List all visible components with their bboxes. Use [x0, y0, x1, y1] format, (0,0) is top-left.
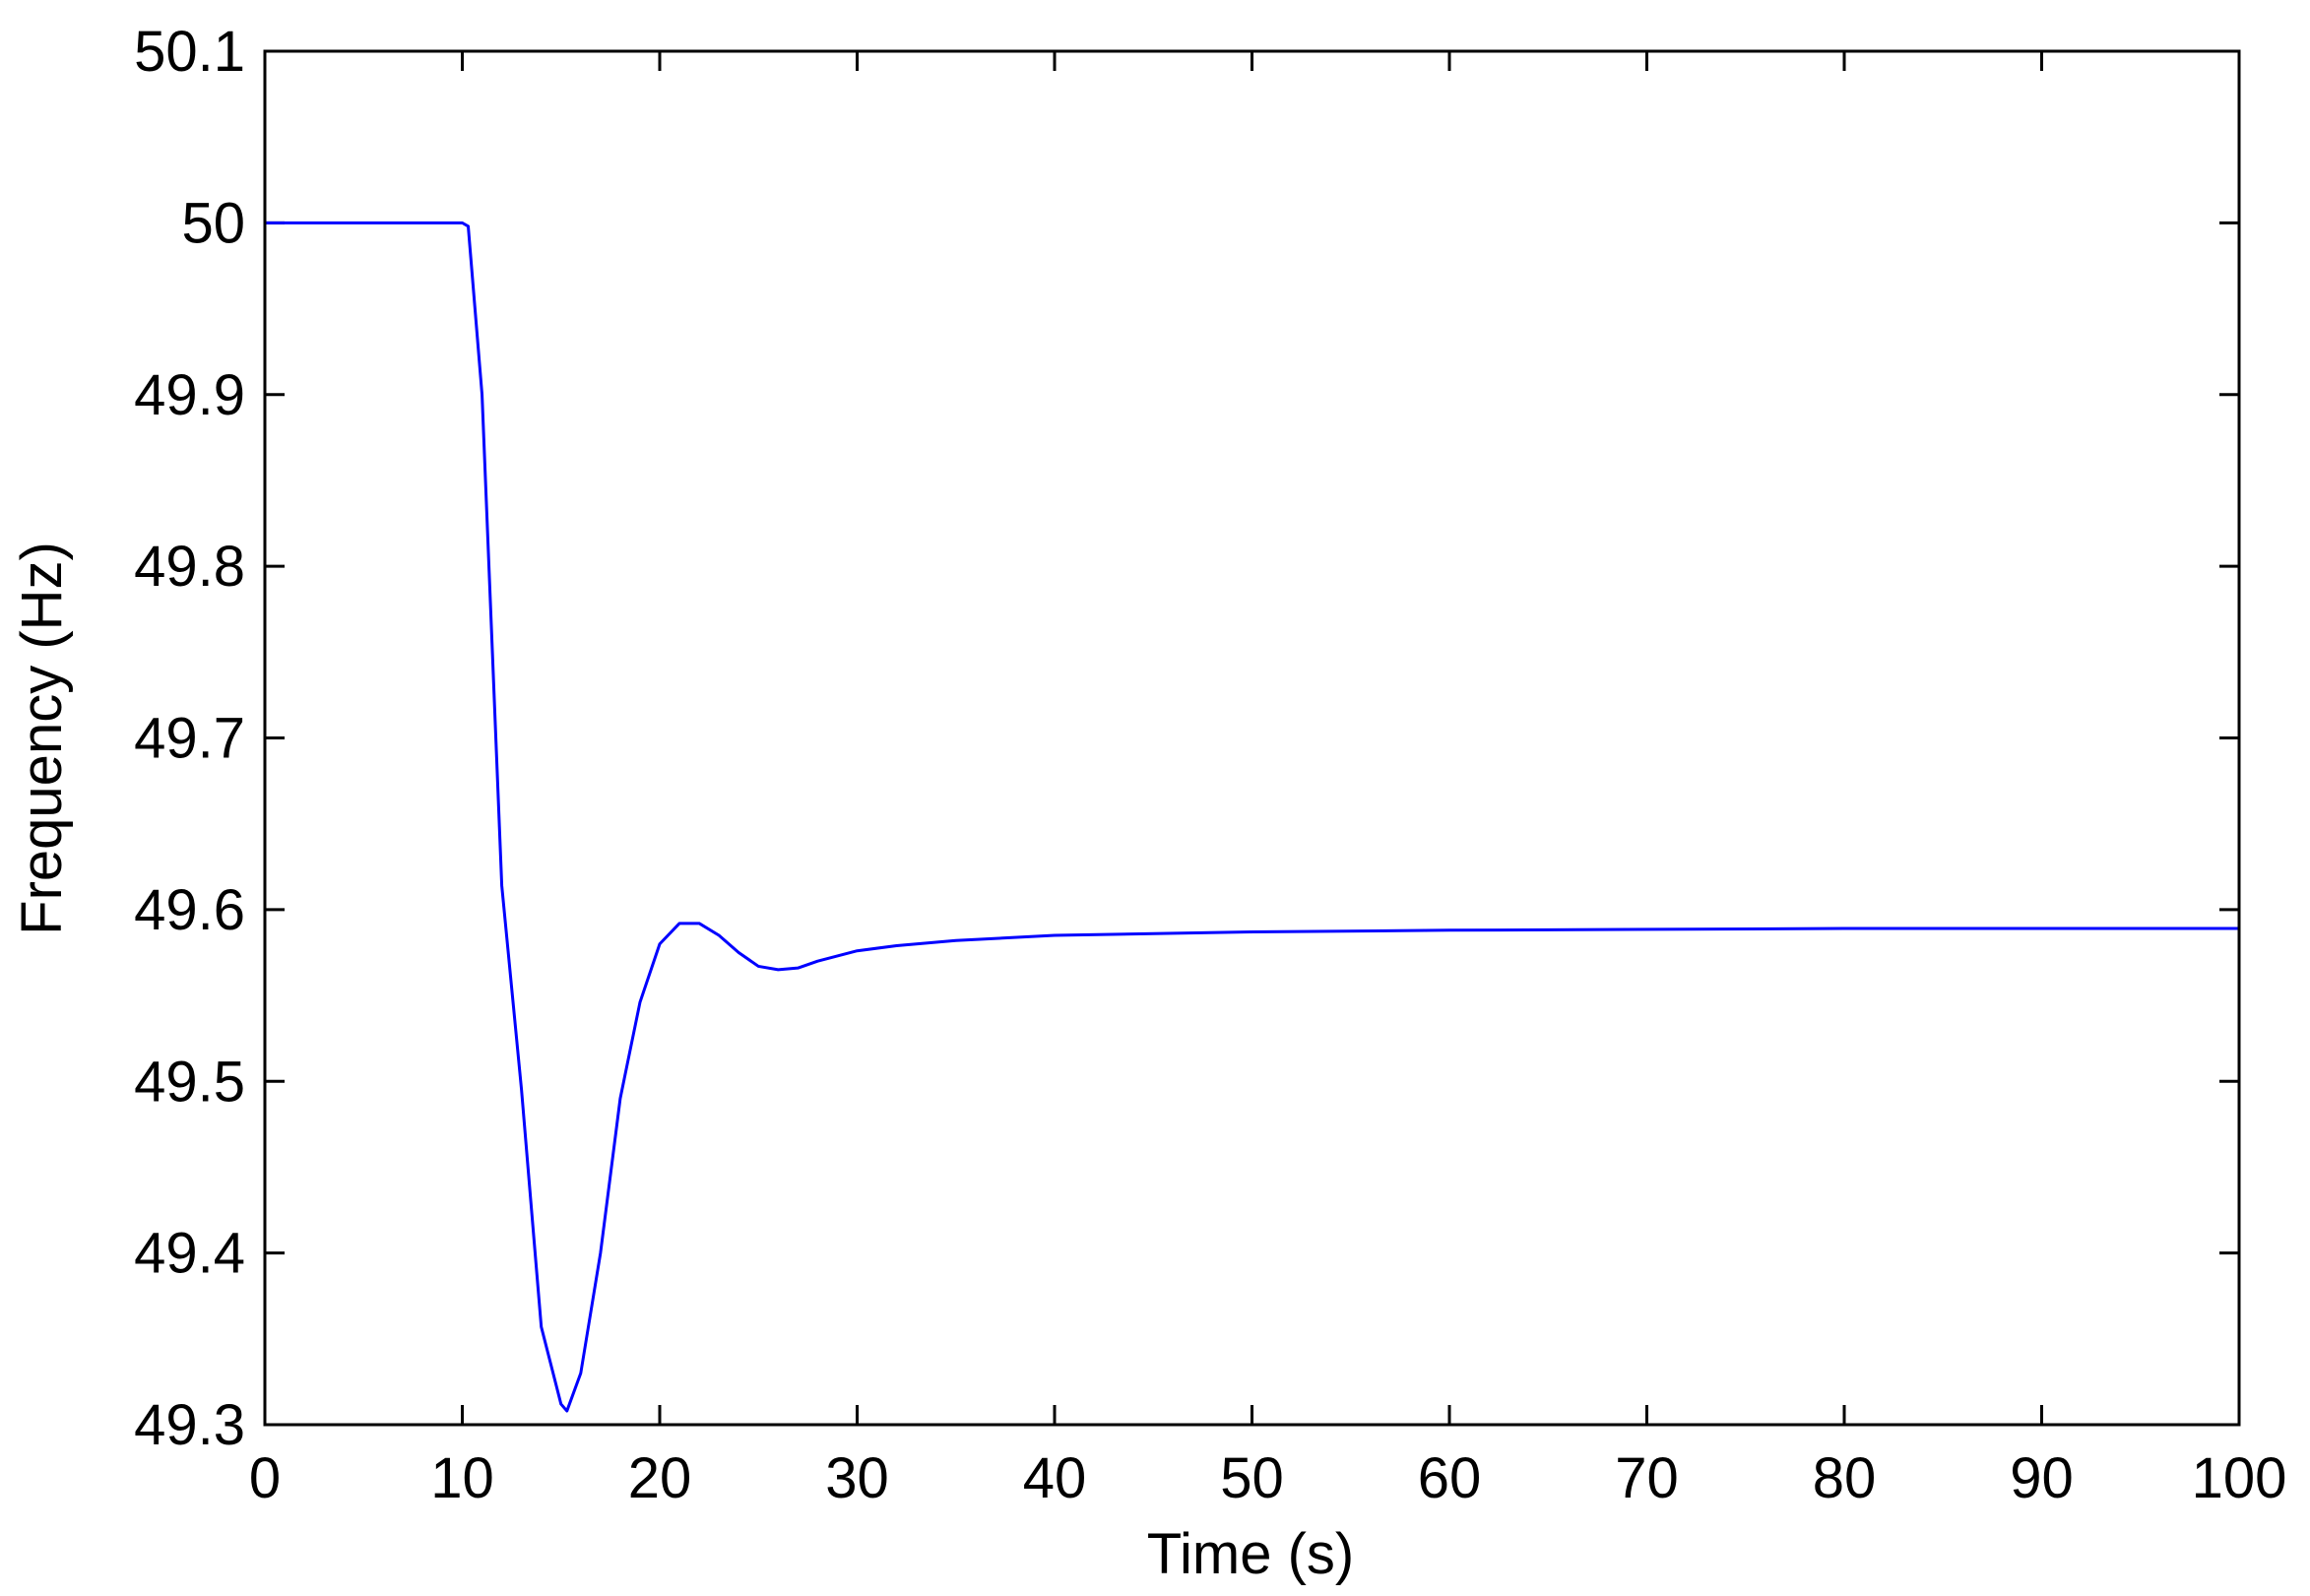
y-tick-label: 49.8 [134, 535, 245, 599]
y-tick-label: 49.7 [134, 707, 245, 771]
y-tick-label: 49.5 [134, 1050, 245, 1114]
y-tick-label: 50 [181, 191, 245, 255]
y-tick-label: 49.9 [134, 363, 245, 427]
x-tick-label: 30 [825, 1446, 889, 1510]
line-series [265, 221, 2239, 1413]
x-tick-label: 40 [1023, 1446, 1087, 1510]
y-tick-label: 49.4 [134, 1222, 245, 1286]
y-axis-label: Frequency (Hz) [10, 542, 74, 935]
x-axis-label: Time (s) [1147, 1522, 1354, 1586]
y-tick-label: 49.6 [134, 878, 245, 942]
x-tick-label: 70 [1615, 1446, 1679, 1510]
x-tick-label: 50 [1220, 1446, 1284, 1510]
x-tick-label: 90 [2010, 1446, 2074, 1510]
x-tick-label: 20 [628, 1446, 692, 1510]
x-tick-label: 100 [2192, 1446, 2287, 1510]
y-tick-label: 50.1 [134, 20, 245, 84]
x-tick-label: 60 [1418, 1446, 1482, 1510]
x-tick-label: 80 [1813, 1446, 1877, 1510]
plot-frame [263, 49, 2241, 1427]
y-tick-label: 49.3 [134, 1393, 245, 1457]
x-tick-label: 0 [249, 1446, 281, 1510]
x-tick-label: 10 [430, 1446, 494, 1510]
